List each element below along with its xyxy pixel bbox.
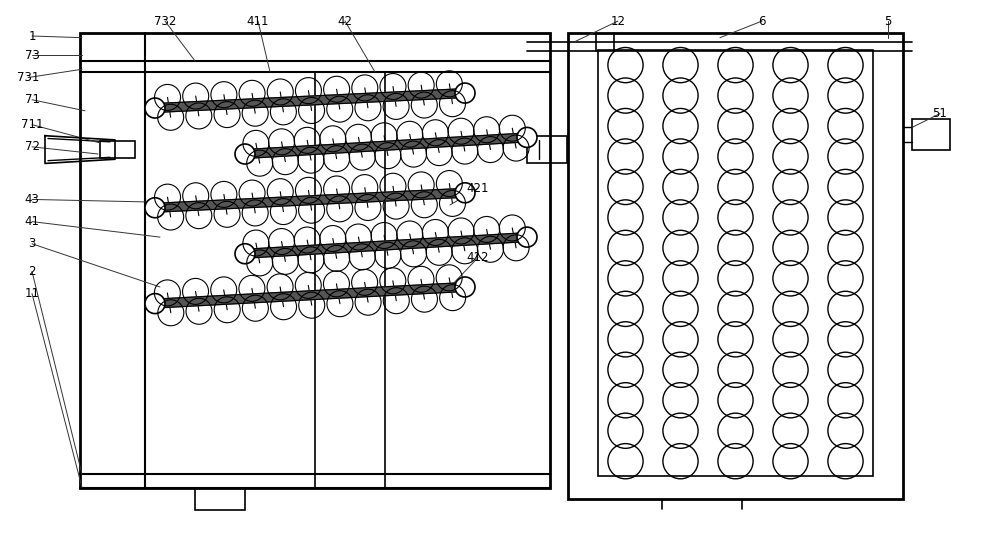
Circle shape [517,127,537,147]
Bar [80,33,550,488]
Text: 6: 6 [758,14,766,28]
Text: 2: 2 [28,265,36,278]
Bar [195,488,245,510]
Text: 51: 51 [933,107,947,120]
Circle shape [145,98,165,118]
Bar [568,33,903,499]
Circle shape [455,83,475,103]
Text: 1: 1 [28,29,36,43]
Text: 71: 71 [24,93,40,106]
Circle shape [145,198,165,218]
Circle shape [235,144,255,164]
Text: 41: 41 [24,215,40,228]
Text: 732: 732 [154,14,176,28]
Text: 11: 11 [24,287,40,300]
Text: 72: 72 [24,140,40,153]
Circle shape [455,277,475,297]
Circle shape [145,294,165,314]
Text: 421: 421 [467,182,489,195]
Text: 73: 73 [25,49,39,62]
Text: 12: 12 [610,14,626,28]
Text: 42: 42 [338,14,352,28]
Polygon shape [154,89,466,112]
Text: 3: 3 [28,237,36,250]
Polygon shape [154,188,466,212]
Circle shape [517,227,537,247]
Bar [912,119,950,150]
Text: 411: 411 [247,14,269,28]
Bar [598,50,873,476]
Text: 5: 5 [884,14,892,28]
Text: 711: 711 [21,118,43,131]
Bar [100,141,135,158]
Circle shape [455,183,475,203]
Polygon shape [244,233,528,258]
Text: 412: 412 [467,251,489,264]
Text: 43: 43 [25,193,39,206]
Polygon shape [244,133,528,158]
Polygon shape [154,283,466,308]
Circle shape [235,244,255,264]
Bar [527,136,567,163]
Text: 731: 731 [17,71,39,84]
